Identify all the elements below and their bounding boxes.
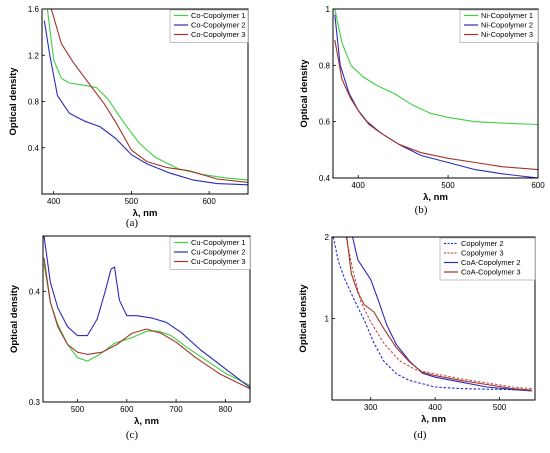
x-tick-label: 600	[120, 405, 134, 414]
series-line-cu-copolymer-1	[43, 263, 251, 386]
y-axis-label: Optical density	[9, 284, 20, 353]
x-tick-label: 700	[169, 405, 183, 414]
x-axis-label: λ, nm	[134, 416, 159, 427]
x-tick-label: 500	[125, 197, 139, 206]
y-tick-label: 2	[325, 233, 330, 242]
y-axis-label: Optical density	[8, 67, 19, 136]
series-line-cu-copolymer-3	[43, 258, 251, 390]
plot-frame	[42, 235, 251, 403]
y-tick-label: 1	[325, 315, 330, 324]
series-line-coa-copolymer-2	[352, 236, 532, 392]
x-axis-label: λ, nm	[133, 208, 158, 219]
legend-label: Cu-Copolymer 1	[191, 238, 246, 247]
chart-panel-a: 400 500 600 0.4 0.8 1.2 1.6 λ, nm Optical densit…	[8, 5, 249, 229]
legend-box	[439, 237, 536, 281]
y-tick-label: 1.2	[28, 51, 40, 60]
plot-frame	[332, 8, 539, 179]
x-axis-label: λ, nm	[423, 192, 448, 203]
x-tick-label: 500	[493, 403, 507, 412]
legend-label: Ni-Copolymer 3	[481, 30, 533, 39]
legend-label: CoA-Copolymer 3	[461, 268, 521, 277]
x-axis-label: λ, nm	[421, 414, 446, 425]
series-line-ni-copolymer-1	[334, 8, 539, 126]
y-axis-label: Optical density	[298, 284, 309, 353]
x-tick-label: 300	[364, 403, 378, 412]
legend-label: Co-Copolymer 3	[191, 30, 246, 39]
chart-panel-c: 500 600 700 800 0.3 0.4 λ, nm Optical density Cu…	[9, 235, 251, 441]
series-line-co-copolymer-3	[50, 8, 249, 183]
legend-label: Ni-Copolymer 1	[481, 11, 533, 20]
y-tick-label: 0.3	[29, 398, 41, 407]
panel-label: (c)	[126, 429, 139, 441]
series-line-co-copolymer-2	[43, 20, 249, 186]
panel-label: (b)	[415, 204, 428, 216]
legend-label: Ni-Copolymer 2	[481, 21, 533, 30]
y-tick-label: 1.6	[28, 5, 40, 14]
series-line-cu-copolymer-2	[43, 235, 251, 389]
legend-label: Copolymer 2	[461, 239, 504, 248]
y-tick-label: 0.4	[29, 287, 41, 296]
x-tick-label: 600	[202, 197, 216, 206]
y-tick-label: 0.4	[319, 174, 331, 183]
chart-panel-d: 300 400 500 1 2 λ, nm Optical density Copolymer…	[298, 233, 536, 441]
panel-label: (d)	[414, 429, 427, 441]
series-line-coa-copolymer-3	[346, 236, 532, 391]
x-tick-label: 400	[47, 197, 61, 206]
legend-label: Copolymer 3	[461, 249, 504, 258]
y-axis-label: Optical density	[299, 59, 310, 128]
y-tick-label: 0.4	[28, 144, 40, 153]
legend-label: CoA-Copolymer 2	[461, 258, 521, 267]
x-tick-label: 800	[219, 405, 233, 414]
x-tick-label: 600	[531, 181, 545, 190]
series-line-ni-copolymer-3	[334, 39, 539, 171]
x-tick-label: 500	[71, 405, 85, 414]
legend-label: Co-Copolymer 2	[191, 21, 246, 30]
y-tick-label: 0.8	[28, 98, 40, 107]
legend-label: Cu-Copolymer 3	[191, 257, 246, 266]
chart-panel-b: 400 500 600 0.4 0.6 0.8 1 λ, nm Optical density N…	[299, 5, 545, 216]
panel-label: (a)	[126, 217, 139, 229]
series-line-copolymer-2	[332, 236, 532, 391]
x-tick-label: 500	[441, 181, 455, 190]
y-tick-label: 0.8	[319, 61, 331, 70]
y-tick-label: 0.6	[319, 118, 331, 127]
x-tick-label: 400	[351, 181, 365, 190]
y-tick-label: 1	[326, 5, 331, 14]
legend-label: Cu-Copolymer 2	[191, 248, 246, 257]
legend-label: Co-Copolymer 1	[191, 11, 246, 20]
x-tick-label: 400	[428, 403, 442, 412]
